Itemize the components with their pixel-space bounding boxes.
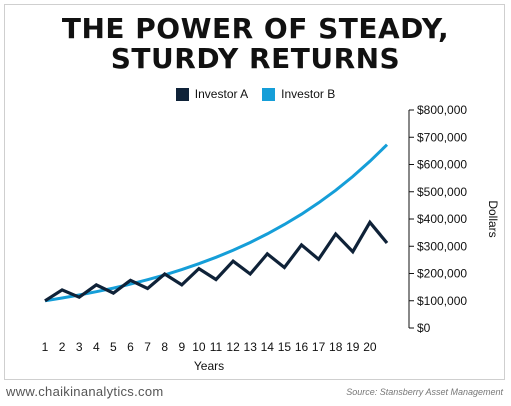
x-axis-title: Years: [194, 359, 224, 373]
x-tick-label: 16: [295, 340, 309, 354]
chart-title-line-2: STURDY RETURNS: [110, 42, 401, 75]
x-tick-label: 4: [93, 340, 100, 354]
chart-title: THE POWER OF STEADY, STURDY RETURNS: [0, 14, 511, 74]
x-tick-label: 15: [278, 340, 292, 354]
x-tick-label: 11: [210, 340, 223, 354]
footer-source: Source: Stansberry Asset Management: [346, 387, 503, 397]
chart-title-line-1: THE POWER OF STEADY,: [61, 12, 450, 45]
y-tick-label: $700,000: [417, 130, 467, 144]
x-tick-label: 13: [244, 340, 258, 354]
legend: Investor A Investor B: [0, 86, 511, 102]
y-tick-label: $300,000: [417, 239, 467, 253]
chart-frame: [4, 4, 505, 380]
y-tick-label: $600,000: [417, 158, 467, 172]
x-tick-label: 9: [178, 340, 185, 354]
x-tick-label: 7: [144, 340, 151, 354]
x-tick-label: 2: [59, 340, 66, 354]
legend-swatch-investor-b: [262, 87, 276, 101]
x-tick-label: 12: [226, 340, 240, 354]
y-tick-label: $400,000: [417, 212, 467, 226]
x-tick-label: 3: [76, 340, 83, 354]
footer-website: www.chaikinanalytics.com: [6, 384, 164, 399]
legend-label-investor-a: Investor A: [194, 87, 249, 101]
x-tick-label: 17: [312, 340, 326, 354]
y-tick-label: $0: [417, 321, 431, 335]
y-tick-label: $500,000: [417, 185, 467, 199]
legend-item-investor-b: Investor B: [262, 87, 335, 101]
y-tick-label: $200,000: [417, 267, 467, 281]
x-tick-label: 20: [363, 340, 377, 354]
x-tick-label: 1: [42, 340, 49, 354]
legend-swatch-investor-a: [175, 87, 189, 101]
y-tick-label: $800,000: [417, 103, 467, 117]
series-line-investor-b: [44, 143, 389, 303]
x-tick-label: 5: [110, 340, 117, 354]
x-tick-label: 10: [192, 340, 206, 354]
x-tick-label: 6: [127, 340, 134, 354]
legend-label-investor-b: Investor B: [281, 87, 336, 101]
x-tick-label: 18: [329, 340, 343, 354]
x-tick-label: 19: [346, 340, 360, 354]
legend-item-investor-a: Investor A: [175, 87, 249, 101]
x-tick-label: 8: [161, 340, 168, 354]
y-axis-title: Dollars: [486, 200, 500, 237]
series-line-investor-a: [44, 219, 389, 303]
x-tick-label: 14: [261, 340, 275, 354]
y-tick-label: $100,000: [417, 294, 467, 308]
